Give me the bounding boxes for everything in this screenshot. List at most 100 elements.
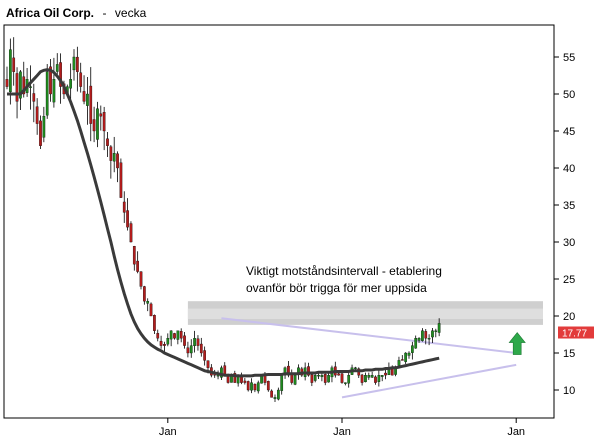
candle-body <box>273 397 277 399</box>
candle-body <box>109 146 113 161</box>
candle-body <box>136 260 139 272</box>
triangle-lower-line <box>341 363 517 399</box>
candle-body <box>79 72 83 87</box>
annotation-line-1: Viktigt motståndsintervall - etablering <box>246 264 442 278</box>
candle-body <box>76 56 79 72</box>
y-axis: 10 15 20 25 30 35 40 45 50 55 <box>554 52 575 397</box>
y-tick-label: 25 <box>563 274 575 286</box>
candle-body <box>49 66 52 95</box>
candle-body <box>32 93 36 102</box>
candle-body <box>367 375 371 378</box>
y-tick-label: 35 <box>563 200 575 212</box>
candle-body <box>364 375 367 383</box>
triangle-lines <box>221 317 526 399</box>
candle-body <box>29 86 32 88</box>
candle-body <box>35 106 39 124</box>
candle-body <box>243 380 247 383</box>
candle-body <box>69 79 72 89</box>
candle-body <box>354 367 357 369</box>
candle-body <box>102 112 106 132</box>
candle-body <box>377 375 381 382</box>
candle-body <box>374 376 377 383</box>
candle-body <box>337 373 341 376</box>
candle-body <box>437 323 441 333</box>
y-tick-label: 55 <box>563 52 575 64</box>
candle-body <box>142 286 146 302</box>
candle-body <box>220 367 223 378</box>
candle-body <box>250 382 253 391</box>
candle-body <box>431 330 434 338</box>
candle-body <box>59 62 62 87</box>
candle-body <box>89 85 93 124</box>
candle-body <box>129 223 133 243</box>
x-tick-label: Jan <box>507 426 525 438</box>
candle-body <box>256 382 260 392</box>
moving-average <box>7 68 440 378</box>
y-tick-label: 20 <box>563 311 575 323</box>
candle-body <box>163 344 166 346</box>
candle-body <box>347 375 351 384</box>
candle-body <box>313 375 317 381</box>
candle-body <box>340 373 344 383</box>
y-tick-label: 10 <box>563 385 575 397</box>
candle-body <box>179 331 183 339</box>
candle-body <box>370 375 374 378</box>
candle-body <box>149 303 153 317</box>
candle-body <box>99 113 103 117</box>
candle-body <box>86 93 89 106</box>
candle-body <box>203 350 206 361</box>
candle-body <box>233 373 237 383</box>
candle-body <box>5 79 9 87</box>
last-price-badge <box>558 326 594 339</box>
candle-body <box>146 301 150 304</box>
candle-body <box>122 201 126 213</box>
title-separator: - <box>102 6 106 20</box>
candle-body <box>421 330 424 341</box>
candle-body <box>45 71 49 116</box>
candle-body <box>19 71 22 99</box>
chart-title: Africa Oil Corp. - vecka <box>6 4 147 21</box>
candle-body <box>310 374 314 383</box>
candle-body <box>317 375 320 377</box>
candle-body <box>15 73 19 102</box>
last-price-marker: 17.77 <box>558 326 594 340</box>
candle-body <box>132 246 136 265</box>
candle-body <box>186 347 190 354</box>
breakout-arrow-icon <box>508 332 526 355</box>
candle-body <box>92 119 96 132</box>
candle-body <box>42 116 46 138</box>
candle-body <box>173 333 176 339</box>
candle-body <box>343 382 347 384</box>
candle-body <box>156 333 160 339</box>
candle-body <box>404 352 408 362</box>
candle-body <box>206 360 210 368</box>
candle-body <box>106 138 109 146</box>
y-tick-label: 40 <box>563 163 575 175</box>
triangle-upper-line <box>221 317 517 354</box>
candle-body <box>327 375 330 383</box>
candle-body <box>39 120 42 146</box>
x-tick-label: Jan <box>333 426 351 438</box>
x-tick-label: Jan <box>159 426 177 438</box>
candle-body <box>360 374 364 383</box>
candle-body <box>253 383 257 391</box>
candle-body <box>427 338 431 340</box>
period-label: vecka <box>115 6 147 20</box>
candle-body <box>323 374 327 383</box>
candle-body <box>126 210 129 228</box>
candle-body <box>417 338 421 341</box>
candle-body <box>166 338 170 345</box>
y-tick-label: 50 <box>563 89 575 101</box>
candle-body <box>139 271 143 287</box>
candle-body <box>119 162 123 198</box>
candle-body <box>266 380 270 391</box>
annotation-line-2: ovanför bör trigga för mer uppsida <box>246 281 427 295</box>
candle-body <box>159 340 163 346</box>
candle-body <box>72 56 76 71</box>
candle-body <box>22 76 26 95</box>
candle-body <box>400 359 404 361</box>
candle-body <box>52 79 56 103</box>
candle-body <box>116 153 119 169</box>
candle-body <box>407 352 411 356</box>
